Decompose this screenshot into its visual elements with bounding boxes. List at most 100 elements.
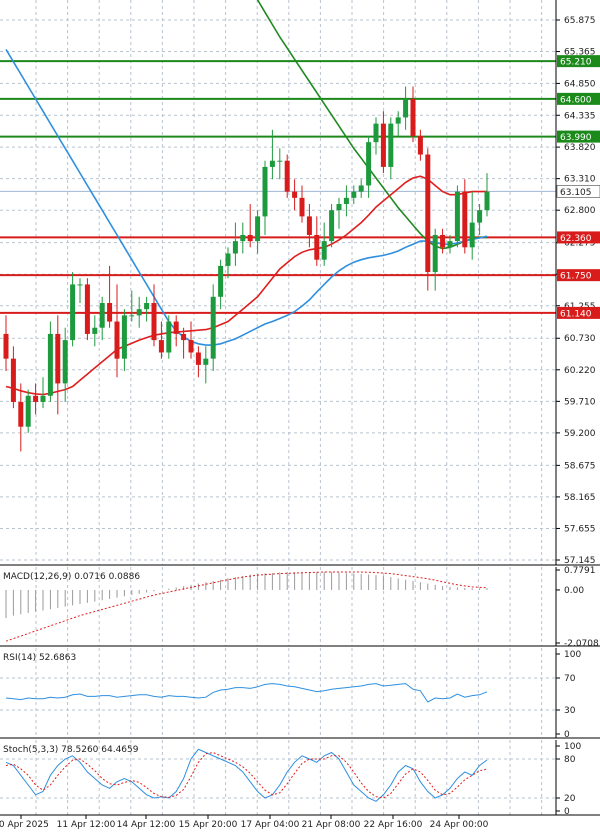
candle-up (447, 241, 453, 248)
candle-up (25, 395, 31, 427)
candle-down (55, 333, 61, 384)
candle-down (299, 197, 305, 217)
candle-up (77, 284, 83, 286)
y-tick-label: 65.875 (564, 16, 596, 26)
rsi-tick-label: 0 (564, 730, 570, 740)
y-tick-label: 60.220 (564, 366, 596, 376)
candle-up (351, 191, 357, 198)
candle-up (358, 185, 364, 192)
candle-down (410, 98, 416, 136)
stoch-label: Stoch(5,3,3) 78.5260 64.4659 (3, 745, 139, 755)
x-tick-label: 11 Apr 12:00 (57, 820, 116, 830)
level-label-bg (557, 269, 600, 282)
stoch-panel: 100 80 20 0 Stoch(5,3,3) 78.5260 64.4659 (0, 740, 600, 817)
level-label-bg (557, 92, 600, 105)
candle-down (10, 358, 16, 402)
candle-down (173, 321, 179, 334)
candle-up (329, 210, 335, 242)
candle-up (225, 253, 231, 266)
candle-down (3, 333, 9, 359)
candle-up (92, 327, 98, 334)
ma-blue-line (5, 48, 488, 346)
stoch-tick-label: 80 (564, 755, 576, 765)
candle-up (343, 197, 349, 205)
candle-up (373, 123, 379, 143)
candle-down (314, 234, 320, 260)
stoch-tick-label: 20 (564, 794, 576, 804)
x-tick-label: 17 Apr 04:00 (241, 820, 300, 830)
rsi-panel: 100 70 30 0 RSI(14) 52.6863 (0, 648, 600, 740)
level-label: 62.360 (560, 234, 592, 244)
candle-down (195, 352, 201, 365)
candle-up (395, 117, 401, 124)
y-tick-label: 62.800 (564, 206, 596, 216)
rsi-line (5, 683, 488, 703)
candle-up (144, 302, 150, 310)
candle-down (114, 321, 120, 359)
y-tick-label: 57.145 (564, 556, 596, 566)
candle-up (269, 160, 275, 167)
candle-down (425, 154, 431, 273)
candle-up (388, 123, 394, 167)
level-label: 65.210 (560, 58, 592, 68)
candle-down (18, 401, 24, 427)
candle-up (232, 241, 238, 254)
candle-up (484, 191, 490, 211)
candle-up (432, 234, 438, 273)
level-label-bg (557, 306, 600, 319)
macd-panel: 0.7791 0.00 -2.0708 MACD(12,26,9) 0.0716 0… (0, 566, 600, 649)
candle-down (292, 191, 298, 198)
stoch-tick-label: 100 (564, 742, 581, 752)
y-tick-label: 65.365 (564, 48, 596, 58)
candle-down (417, 135, 423, 155)
level-label-bg (557, 231, 600, 244)
candle-up (40, 395, 46, 402)
level-label: 64.600 (560, 95, 592, 105)
macd-label: MACD(12,26,9) 0.0716 0.0886 (3, 572, 140, 582)
y-tick-label: 59.710 (564, 397, 596, 407)
candle-up (403, 98, 409, 118)
ma-red-line (5, 175, 487, 396)
candle-up (210, 296, 216, 359)
candle-up (454, 191, 460, 242)
candle-up (262, 166, 268, 217)
level-label-bg (557, 130, 600, 143)
x-tick-label: 24 Apr 00:00 (430, 820, 489, 830)
candle-up (366, 142, 372, 186)
price-panel: 65.875 65.365 64.850 64.335 63.820 63.310 62.8… (0, 0, 600, 566)
y-tick-label: 58.165 (564, 493, 596, 503)
current-price-label: 63.105 (560, 188, 592, 198)
candle-down (462, 191, 468, 248)
candle-down (284, 160, 290, 192)
level-label: 61.140 (560, 309, 592, 319)
candle-up (477, 210, 483, 223)
candle-down (181, 333, 187, 341)
rsi-tick-label: 70 (564, 674, 576, 684)
y-tick-label: 59.200 (564, 429, 596, 439)
y-tick-label: 57.655 (564, 524, 596, 534)
candle-up (47, 333, 53, 396)
candle-down (33, 395, 39, 402)
y-tick-label: 62.275 (564, 239, 596, 249)
macd-tick-label: 0.00 (564, 586, 584, 596)
candle-down (107, 302, 113, 322)
rsi-label: RSI(14) 52.6863 (3, 653, 76, 663)
stoch-d-line (5, 751, 488, 799)
candle-down (380, 123, 386, 167)
candle-up (336, 204, 342, 211)
candle-up (70, 284, 76, 341)
macd-tick-label: 0.7791 (564, 566, 596, 576)
candle-up (277, 160, 283, 162)
stoch-tick-label: 0 (564, 807, 570, 817)
y-tick-label: 63.310 (564, 175, 596, 185)
candle-down (188, 340, 194, 353)
candle-up (136, 309, 142, 316)
candle-down (84, 284, 90, 334)
candle-up (203, 358, 209, 365)
candle-down (247, 234, 253, 242)
x-tick-label: 15 Apr 20:00 (179, 820, 238, 830)
candle-down (306, 216, 312, 235)
x-tick-label: 10 Apr 2025 (0, 820, 49, 830)
